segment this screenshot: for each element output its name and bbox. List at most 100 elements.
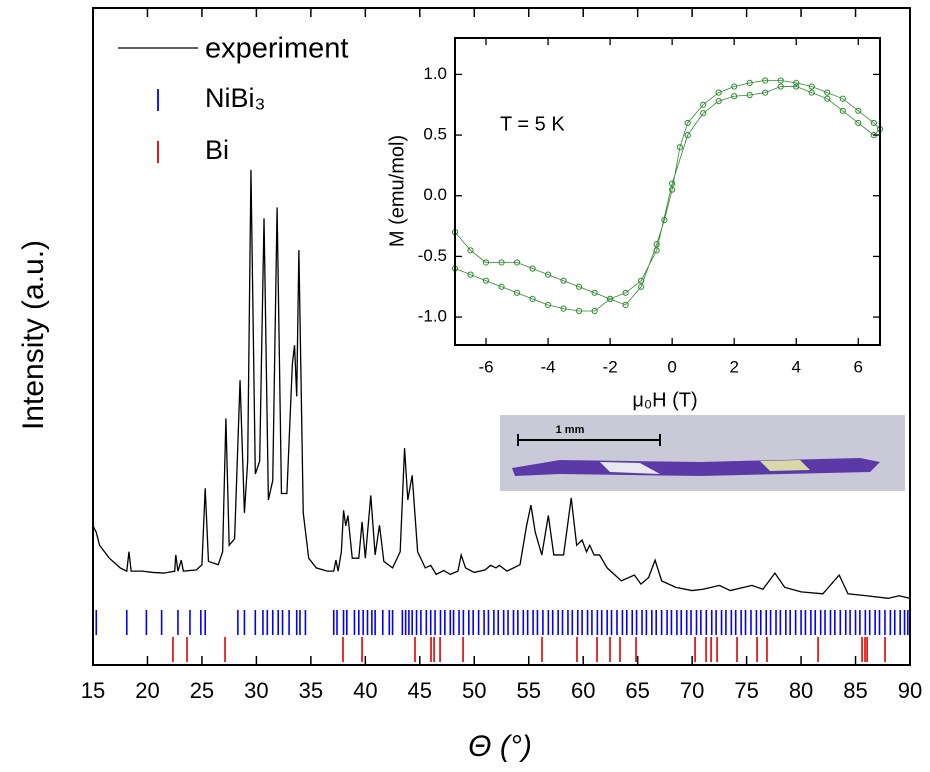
inset-point (482, 259, 490, 266)
inset-point (482, 277, 490, 284)
inset-point (731, 83, 738, 90)
inset-point (591, 307, 598, 315)
inset-annotation: T = 5 K (500, 113, 565, 135)
inset-point (661, 216, 668, 224)
inset-frame (454, 37, 881, 346)
inset-point (700, 110, 707, 117)
inset-y-label: M (emu/mol) (386, 135, 408, 247)
inset-point (653, 241, 660, 248)
inset-point (808, 83, 815, 90)
inset-point (529, 265, 536, 272)
x-tick-label: 90 (898, 678, 922, 703)
x-tick-label: 30 (244, 678, 268, 703)
inset-point (467, 247, 474, 254)
photo-bg (500, 415, 905, 491)
inset-line (454, 80, 881, 312)
inset-point (715, 89, 722, 96)
inset-point (684, 131, 691, 139)
x-tick-label: 75 (734, 678, 758, 703)
x-tick-label: 40 (353, 678, 377, 703)
inset-point (467, 271, 474, 278)
inset-point (575, 283, 583, 290)
legend-label: experiment (205, 33, 348, 65)
inset-point (746, 91, 753, 99)
x-tick-label: 50 (462, 678, 486, 703)
inset-point (839, 107, 846, 114)
inset-x-tick-label: 0 (667, 357, 676, 376)
inset-point (622, 289, 629, 296)
inset-x-tick-label: 2 (729, 357, 738, 376)
inset-y-tick-label: 0.5 (423, 125, 447, 144)
inset-point (638, 277, 645, 284)
plot-frame (92, 7, 911, 666)
inset-point (622, 301, 629, 309)
x-tick-label: 20 (135, 678, 159, 703)
inset-point (669, 186, 676, 193)
x-tick-label: 55 (516, 678, 540, 703)
inset-point (777, 83, 784, 90)
x-tick-label: 45 (408, 678, 432, 703)
inset-x-tick-label: -4 (541, 357, 556, 376)
inset-point (715, 97, 722, 105)
inset-point (762, 89, 769, 96)
inset-x-tick-label: -6 (478, 357, 493, 376)
inset-point (529, 295, 536, 302)
inset-point (591, 289, 598, 296)
inset-point (855, 119, 862, 127)
inset-x-tick-label: 6 (854, 357, 863, 376)
crystal-glint (760, 460, 810, 471)
inset-point (777, 77, 784, 84)
inset-point (746, 79, 753, 86)
inset-point (808, 89, 815, 96)
x-tick-label: 35 (299, 678, 323, 703)
x-tick-label: 85 (843, 678, 867, 703)
inset-point (731, 93, 738, 100)
inset-y-tick-label: 0.0 (423, 185, 447, 204)
inset-x-tick-label: 4 (792, 357, 801, 376)
inset-point (653, 247, 660, 254)
inset-point (638, 283, 645, 290)
inset-x-label: μ₀H (T) (632, 389, 697, 411)
inset-point (824, 89, 831, 96)
x-tick-label: 65 (625, 678, 649, 703)
inset-point (669, 180, 676, 187)
legend-label: Bi (205, 135, 229, 165)
inset-point (498, 259, 505, 266)
y-axis-label: Intensity (a.u.) (17, 240, 50, 430)
x-tick-label: 70 (680, 678, 704, 703)
inset-point (607, 295, 614, 302)
inset-bg (455, 38, 880, 345)
x-tick-label: 25 (190, 678, 214, 703)
inset-point (700, 101, 707, 108)
x-axis-label: Θ (°) (468, 730, 532, 763)
inset-point (560, 277, 567, 284)
crystal-glint (600, 462, 660, 474)
inset-point (498, 283, 505, 290)
inset-point (870, 119, 877, 127)
inset-point (513, 259, 521, 266)
inset-y-tick-label: -1.0 (418, 307, 447, 326)
inset-point (513, 289, 521, 296)
inset-point (793, 83, 800, 90)
inset-point (762, 77, 769, 84)
photo-scale-label: 1 mm (556, 424, 585, 436)
inset-point (560, 305, 567, 312)
inset-point (793, 79, 800, 86)
inset-point (676, 144, 684, 151)
x-tick-label: 80 (789, 678, 813, 703)
experiment-line (92, 169, 911, 599)
x-tick-label: 15 (81, 678, 105, 703)
inset-x-tick-label: -2 (603, 357, 618, 376)
inset-point (684, 119, 691, 127)
inset-point (544, 301, 552, 309)
inset-y-tick-label: 1.0 (423, 64, 447, 83)
inset-point (544, 271, 552, 278)
x-tick-label: 60 (571, 678, 595, 703)
photo (500, 415, 905, 491)
inset-y-tick-label: -0.5 (418, 246, 447, 265)
inset-point (839, 95, 846, 102)
inset-point (855, 107, 862, 114)
legend-label: NiBi₃ (205, 83, 266, 113)
inset-point (824, 95, 831, 102)
